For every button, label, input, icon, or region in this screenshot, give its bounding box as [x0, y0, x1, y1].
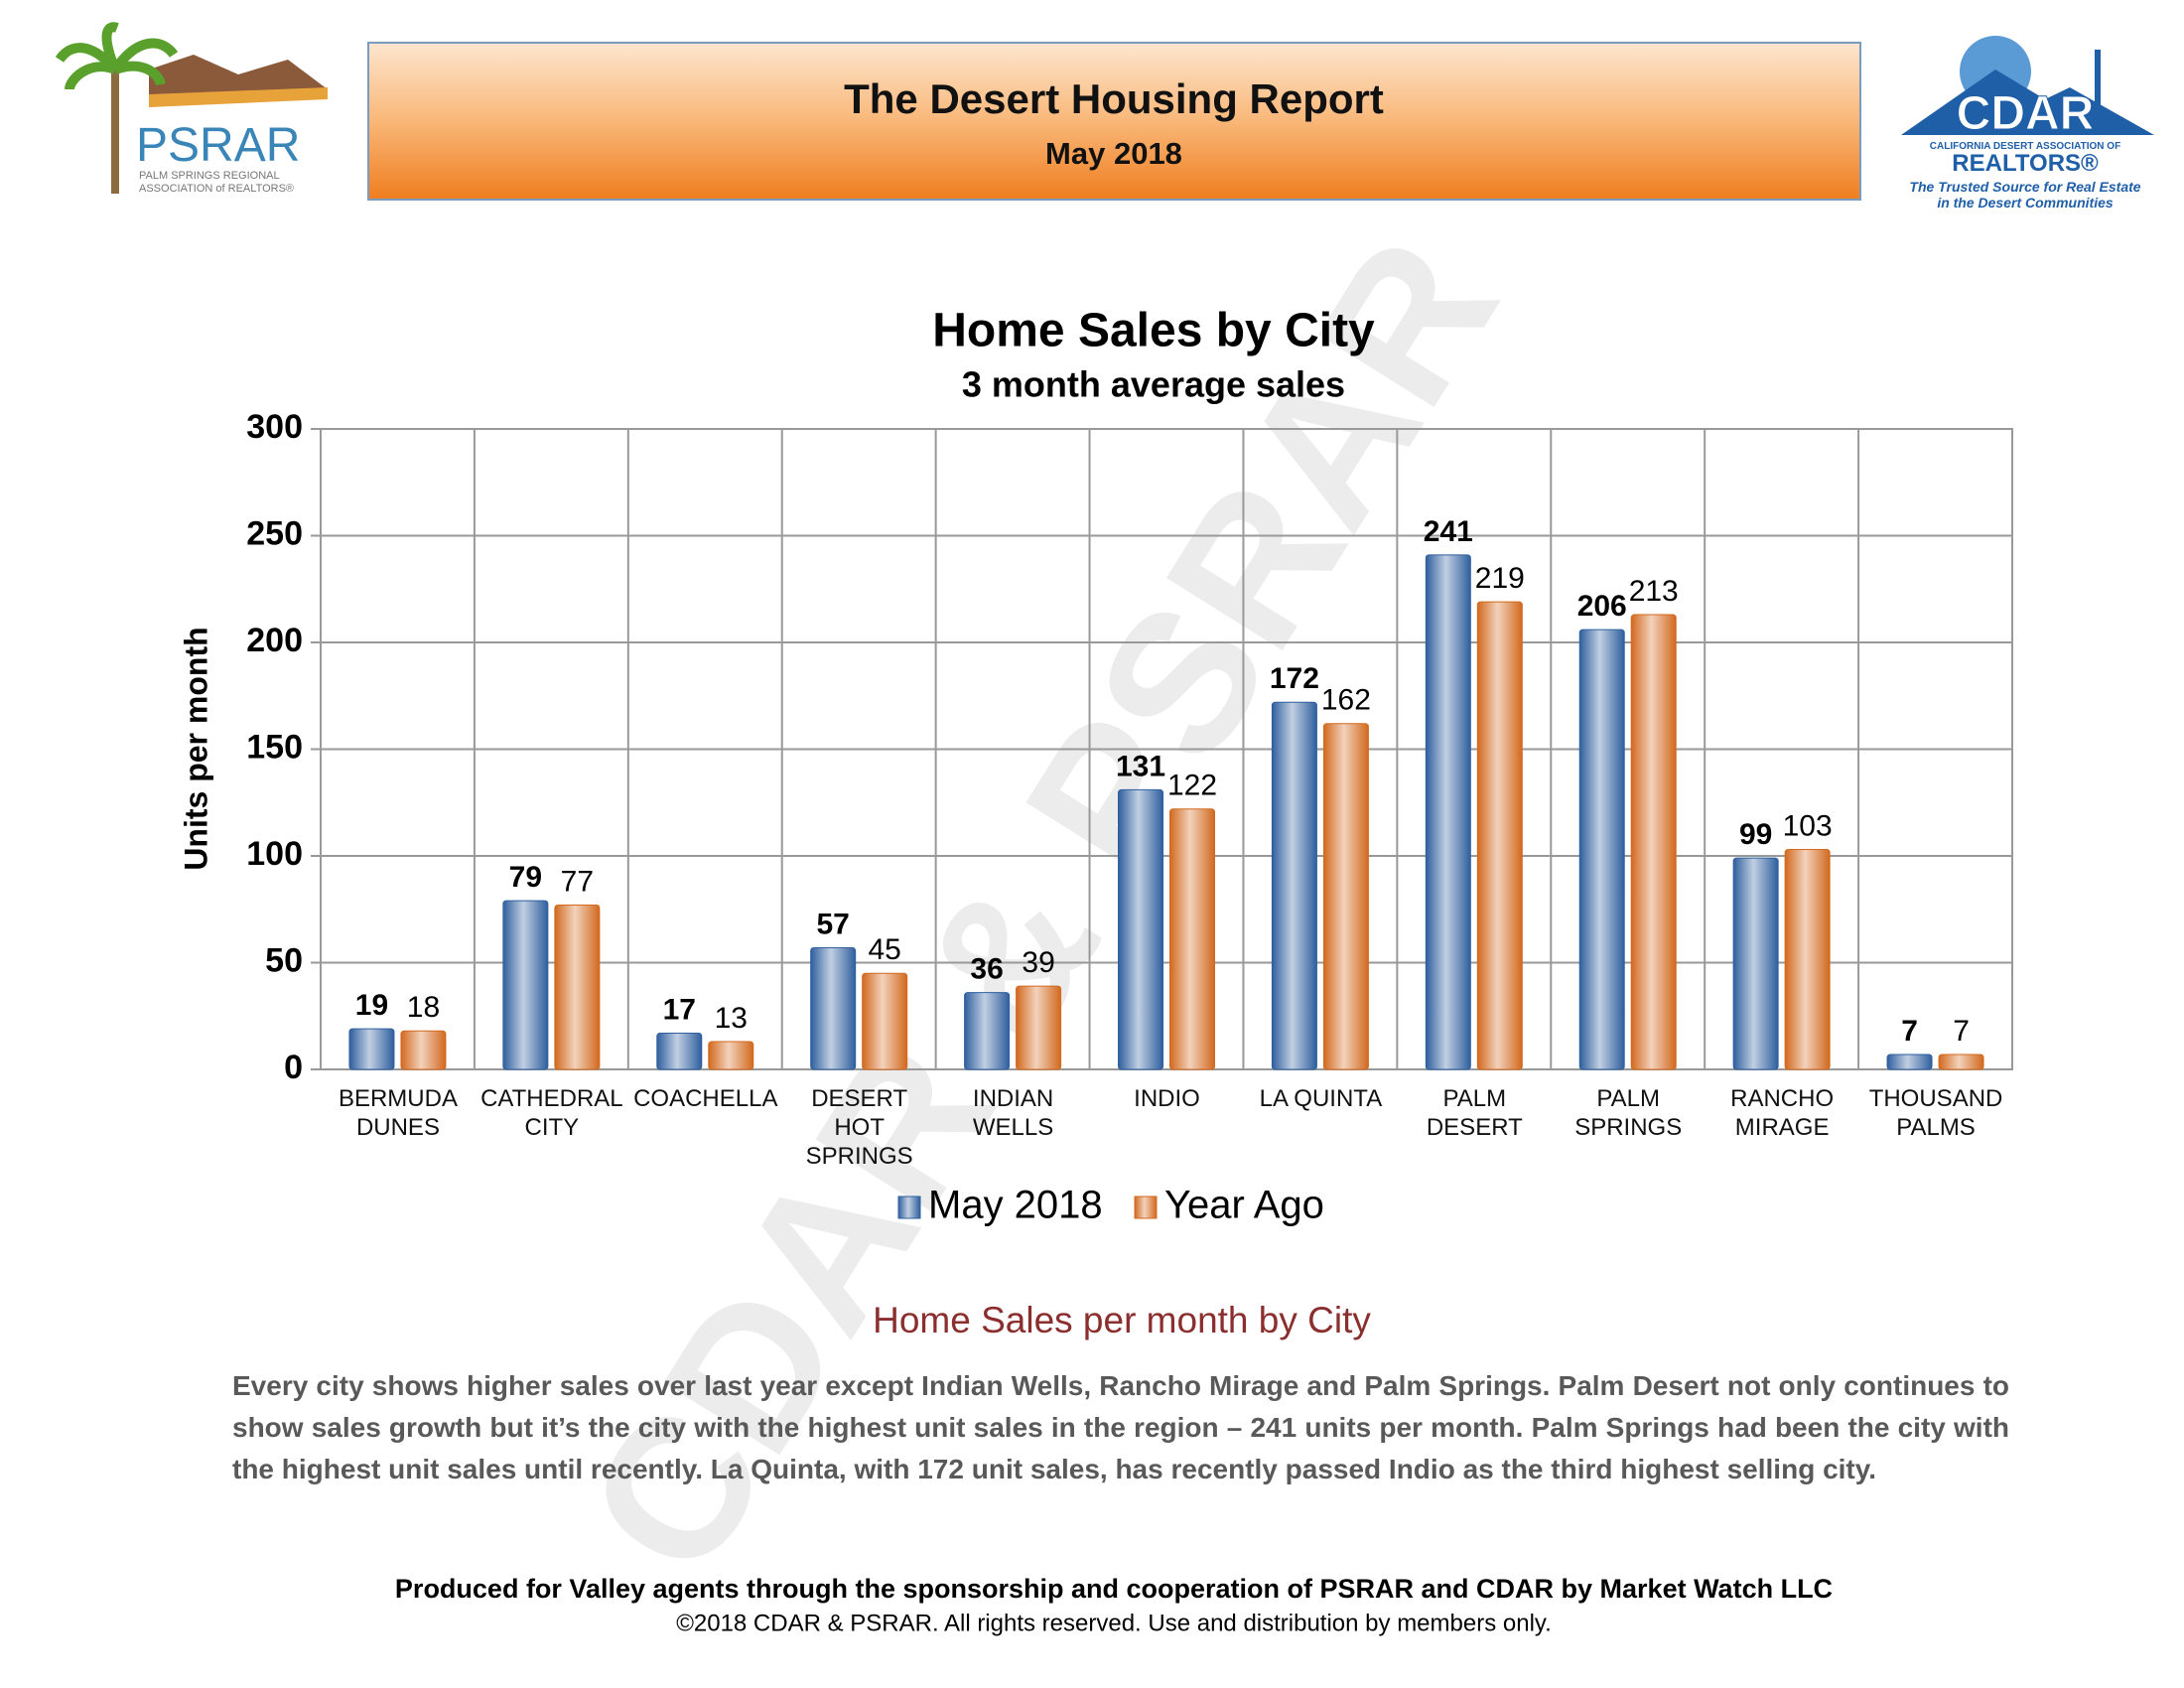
- value-label: 213: [1629, 575, 1679, 608]
- psrar-logo: PSRAR PALM SPRINGS REGIONAL ASSOCIATION …: [55, 22, 328, 195]
- footer-produced: Produced for Valley agents through the s…: [395, 1574, 1833, 1604]
- x-tick-label: LA QUINTA: [1259, 1085, 1383, 1112]
- header-title: The Desert Housing Report: [844, 75, 1384, 122]
- value-label: 241: [1424, 515, 1473, 548]
- logo-mountain: [1901, 70, 2154, 135]
- chart-subtitle: 3 month average sales: [962, 364, 1345, 405]
- x-tick-label: CATHEDRAL CITY: [480, 1085, 623, 1141]
- legend-swatch: [897, 1196, 921, 1219]
- logo-fronds: [55, 22, 179, 90]
- header-box: [367, 42, 1861, 201]
- logo-palm: [2095, 50, 2101, 109]
- legend-label: May 2018: [928, 1184, 1103, 1227]
- bar: [1732, 857, 1779, 1070]
- value-label: 77: [561, 865, 594, 898]
- value-label: 219: [1475, 562, 1525, 595]
- y-tick-label: 0: [284, 1049, 303, 1086]
- value-label: 39: [1022, 946, 1054, 979]
- x-tick-label: BERMUDA DUNES: [338, 1085, 458, 1141]
- y-tick-label: 100: [246, 835, 303, 873]
- x-tick-label: COACHELLA: [633, 1085, 778, 1112]
- value-label: 7: [1901, 1015, 1918, 1048]
- y-tick-label: 50: [265, 941, 303, 979]
- logo-slogan: The Trusted Source for Real Estate: [1909, 179, 2140, 195]
- bar: [1938, 1054, 1984, 1070]
- x-tick-label: DESERT HOT SPRINGS: [805, 1085, 913, 1170]
- value-label: 122: [1167, 770, 1217, 802]
- value-label: 172: [1270, 662, 1319, 695]
- legend-label: Year Ago: [1164, 1184, 1324, 1227]
- logo-name: CDAR: [1957, 87, 2095, 140]
- bar: [862, 972, 908, 1070]
- bar: [1784, 849, 1831, 1070]
- y-tick-label: 300: [246, 408, 303, 446]
- value-label: 206: [1577, 590, 1627, 623]
- chart-title: Home Sales by City: [932, 305, 1375, 357]
- value-label: 19: [355, 989, 388, 1022]
- x-tick-label: PALM DESERT: [1426, 1085, 1523, 1141]
- value-label: 18: [407, 991, 440, 1024]
- x-tick-label: PALM SPRINGS: [1574, 1085, 1683, 1141]
- y-axis-label: Units per month: [178, 627, 213, 870]
- bar: [400, 1030, 447, 1070]
- bar: [554, 904, 601, 1070]
- bar: [1476, 601, 1523, 1070]
- cdar-logo: CDAR CALIFORNIA DESERT ASSOCIATION OF RE…: [1901, 36, 2154, 211]
- footer-copyright: ©2018 CDAR & PSRAR. All rights reserved.…: [676, 1610, 1552, 1636]
- value-label: 103: [1783, 809, 1833, 842]
- commentary-heading: Home Sales per month by City: [873, 1300, 1371, 1340]
- value-label: 131: [1116, 750, 1165, 782]
- x-tick-label: RANCHO MIRAGE: [1730, 1085, 1835, 1141]
- x-tick-label: INDIO: [1134, 1085, 1200, 1112]
- logo-tagline: PALM SPRINGS REGIONAL: [139, 170, 280, 182]
- bar: [1169, 808, 1215, 1070]
- logo-trunk: [111, 70, 119, 194]
- logo-band: [149, 87, 328, 107]
- logo-line: CALIFORNIA DESERT ASSOCIATION OF: [1930, 141, 2120, 152]
- bar: [964, 992, 1011, 1070]
- bar: [1271, 701, 1317, 1070]
- bar: [708, 1041, 754, 1070]
- value-label: 45: [868, 933, 900, 966]
- value-label: 17: [663, 993, 696, 1026]
- y-tick-label: 250: [246, 514, 303, 552]
- value-label: 99: [1739, 818, 1772, 851]
- logo-line: REALTORS®: [1952, 150, 2099, 177]
- logo-tagline: ASSOCIATION of REALTORS®: [139, 183, 294, 195]
- y-tick-label: 200: [246, 622, 303, 659]
- value-label: 79: [509, 861, 542, 894]
- y-tick-label: 150: [246, 728, 303, 766]
- bar: [1886, 1054, 1933, 1070]
- bar: [1118, 788, 1163, 1070]
- x-tick-label: THOUSAND PALMS: [1868, 1085, 2003, 1141]
- logo-name: PSRAR: [136, 119, 300, 172]
- legend-swatch: [1134, 1196, 1158, 1219]
- value-label: 36: [970, 953, 1003, 986]
- bar: [1630, 614, 1677, 1070]
- bar: [502, 900, 549, 1070]
- bar: [1578, 629, 1625, 1070]
- bar: [810, 946, 857, 1070]
- commentary-text: Every city shows higher sales over last …: [232, 1370, 2009, 1484]
- value-label: 162: [1321, 684, 1371, 717]
- bar: [348, 1028, 395, 1070]
- logo-mountain: [149, 55, 328, 99]
- value-label: 7: [1953, 1015, 1970, 1048]
- header-subtitle: May 2018: [1045, 136, 1182, 171]
- bar: [1425, 554, 1471, 1070]
- value-label: 57: [816, 908, 849, 940]
- value-label: 13: [715, 1002, 748, 1035]
- logo-slogan: in the Desert Communities: [1937, 195, 2114, 211]
- bar: [656, 1032, 703, 1070]
- x-tick-label: INDIAN WELLS: [972, 1085, 1054, 1141]
- bar: [1322, 723, 1369, 1070]
- bar: [1016, 985, 1062, 1070]
